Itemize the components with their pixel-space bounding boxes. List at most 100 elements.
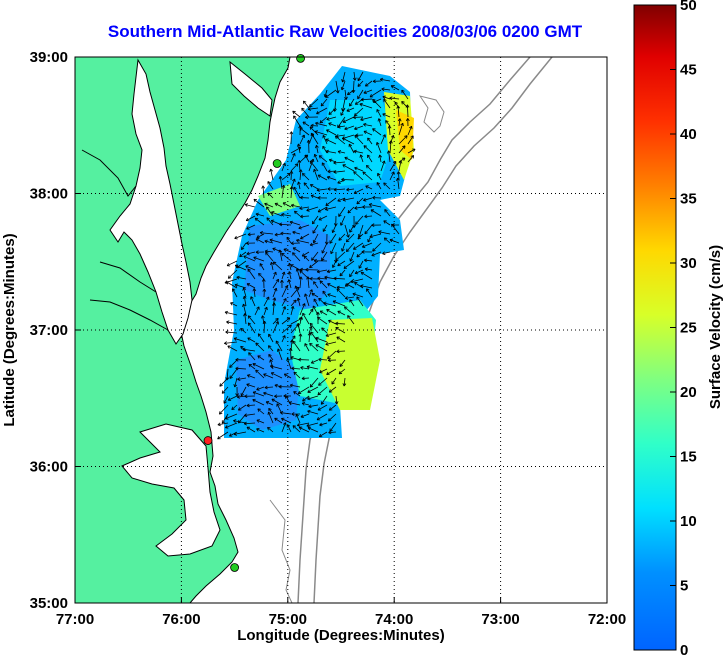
velocity-arrow bbox=[327, 293, 337, 298]
velocity-arrow bbox=[324, 89, 328, 98]
velocity-arrow-head bbox=[364, 259, 367, 263]
velocity-arrow-head bbox=[309, 244, 314, 247]
bathymetry-contour bbox=[313, 57, 553, 603]
velocity-arrow bbox=[286, 357, 292, 370]
velocity-arrow-head bbox=[217, 422, 221, 426]
velocity-arrow bbox=[344, 156, 355, 163]
velocity-arrow-head bbox=[383, 237, 386, 241]
velocity-arrow-head bbox=[306, 366, 310, 369]
velocity-arrow-head bbox=[252, 399, 255, 403]
velocity-arrow bbox=[354, 206, 364, 209]
velocity-arrow-head bbox=[223, 401, 227, 404]
velocity-arrow-head bbox=[217, 436, 220, 440]
velocity-arrow bbox=[288, 402, 301, 406]
velocity-arrow bbox=[347, 89, 355, 96]
velocity-arrow-head bbox=[288, 173, 291, 177]
velocity-arrow bbox=[290, 384, 301, 388]
colorbar-tick-label: 25 bbox=[680, 320, 697, 337]
velocity-arrow-head bbox=[341, 179, 345, 182]
velocity-arrow-head bbox=[378, 231, 382, 234]
velocity-arrow-head bbox=[268, 345, 272, 347]
velocity-arrow-head bbox=[242, 287, 244, 291]
radar-stations bbox=[203, 53, 305, 572]
velocity-arrow-head bbox=[397, 118, 401, 122]
velocity-arrow-head bbox=[244, 413, 247, 416]
velocity-arrow-head bbox=[384, 237, 388, 239]
velocity-arrow bbox=[267, 192, 274, 199]
velocity-arrow-head bbox=[311, 132, 315, 135]
velocity-arrow-head bbox=[328, 420, 332, 422]
velocity-arrow bbox=[389, 97, 400, 100]
velocity-arrow bbox=[370, 209, 382, 217]
velocity-arrow bbox=[254, 217, 265, 226]
velocity-arrow-head bbox=[344, 128, 348, 131]
velocity-arrow-head bbox=[219, 383, 221, 387]
velocity-arrow bbox=[299, 206, 310, 209]
velocity-arrow-head bbox=[292, 252, 296, 254]
velocity-arrow-head bbox=[366, 288, 370, 291]
velocity-arrow bbox=[334, 188, 346, 191]
velocity-arrow-head bbox=[282, 306, 286, 309]
velocity-arrow bbox=[317, 404, 328, 411]
velocity-arrow bbox=[291, 367, 301, 370]
velocity-arrow-head bbox=[257, 355, 260, 359]
velocity-arrow-head bbox=[226, 320, 230, 323]
velocity-arrow-head bbox=[404, 135, 408, 137]
velocity-arrow-head bbox=[240, 328, 242, 332]
velocity-arrow-head bbox=[274, 234, 278, 237]
velocity-arrow-head bbox=[225, 281, 228, 285]
velocity-arrow-head bbox=[333, 276, 337, 279]
velocity-arrow bbox=[234, 233, 247, 239]
velocity-arrow bbox=[322, 135, 328, 145]
velocity-arrow-head bbox=[273, 271, 277, 275]
velocity-arrow-head bbox=[242, 348, 246, 352]
velocity-arrow-head bbox=[264, 387, 268, 390]
velocity-arrow bbox=[407, 126, 413, 136]
velocity-arrow-head bbox=[362, 171, 366, 173]
velocity-arrow-head bbox=[317, 393, 321, 396]
velocity-arrow-head bbox=[364, 216, 368, 219]
velocity-arrow bbox=[378, 231, 391, 235]
velocity-arrow bbox=[235, 367, 247, 370]
velocity-arrow-head bbox=[295, 285, 299, 289]
velocity-arrow-head bbox=[278, 176, 281, 180]
velocity-arrow-head bbox=[291, 170, 294, 174]
velocity-arrow bbox=[272, 302, 275, 316]
velocity-arrow bbox=[325, 89, 337, 98]
y-axis-ticks: 39:00 38:00 37:00 36:00 35:00 bbox=[30, 49, 81, 612]
velocity-arrow-head bbox=[325, 342, 329, 345]
velocity-arrow-head bbox=[303, 255, 308, 258]
velocity-arrow bbox=[318, 377, 328, 386]
velocity-arrow bbox=[280, 412, 292, 415]
velocity-arrow-head bbox=[355, 223, 359, 225]
velocity-arrow bbox=[283, 248, 292, 253]
velocity-arrow-head bbox=[301, 402, 305, 406]
velocity-arrow-head bbox=[396, 105, 399, 109]
velocity-arrow-head bbox=[337, 90, 340, 94]
velocity-arrow bbox=[292, 340, 301, 352]
velocity-arrow bbox=[333, 277, 346, 280]
velocity-arrow-head bbox=[363, 145, 366, 149]
velocity-arrow-head bbox=[321, 327, 323, 331]
velocity-arrow bbox=[279, 176, 283, 190]
velocity-arrow-head bbox=[263, 278, 266, 282]
velocity-arrow bbox=[317, 277, 328, 280]
velocity-arrow-head bbox=[323, 302, 326, 306]
velocity-arrow-head bbox=[333, 162, 337, 165]
velocity-arrow bbox=[320, 98, 328, 107]
velocity-arrow-head bbox=[300, 276, 303, 280]
velocity-arrow bbox=[281, 271, 285, 280]
velocity-arrow-head bbox=[382, 134, 386, 137]
colorbar-label: Surface Velocity (cm/s) bbox=[707, 245, 724, 409]
velocity-arrow-head bbox=[353, 150, 357, 154]
velocity-arrow bbox=[240, 386, 247, 397]
velocity-arrow-head bbox=[365, 185, 368, 189]
velocity-arrow-head bbox=[353, 89, 356, 93]
velocity-arrow-head bbox=[219, 385, 223, 387]
velocity-arrow-head bbox=[394, 101, 398, 104]
velocity-arrow-head bbox=[275, 278, 279, 281]
velocity-arrow bbox=[246, 404, 256, 407]
velocity-arrow-head bbox=[218, 411, 221, 415]
velocity-arrow-head bbox=[357, 85, 361, 87]
